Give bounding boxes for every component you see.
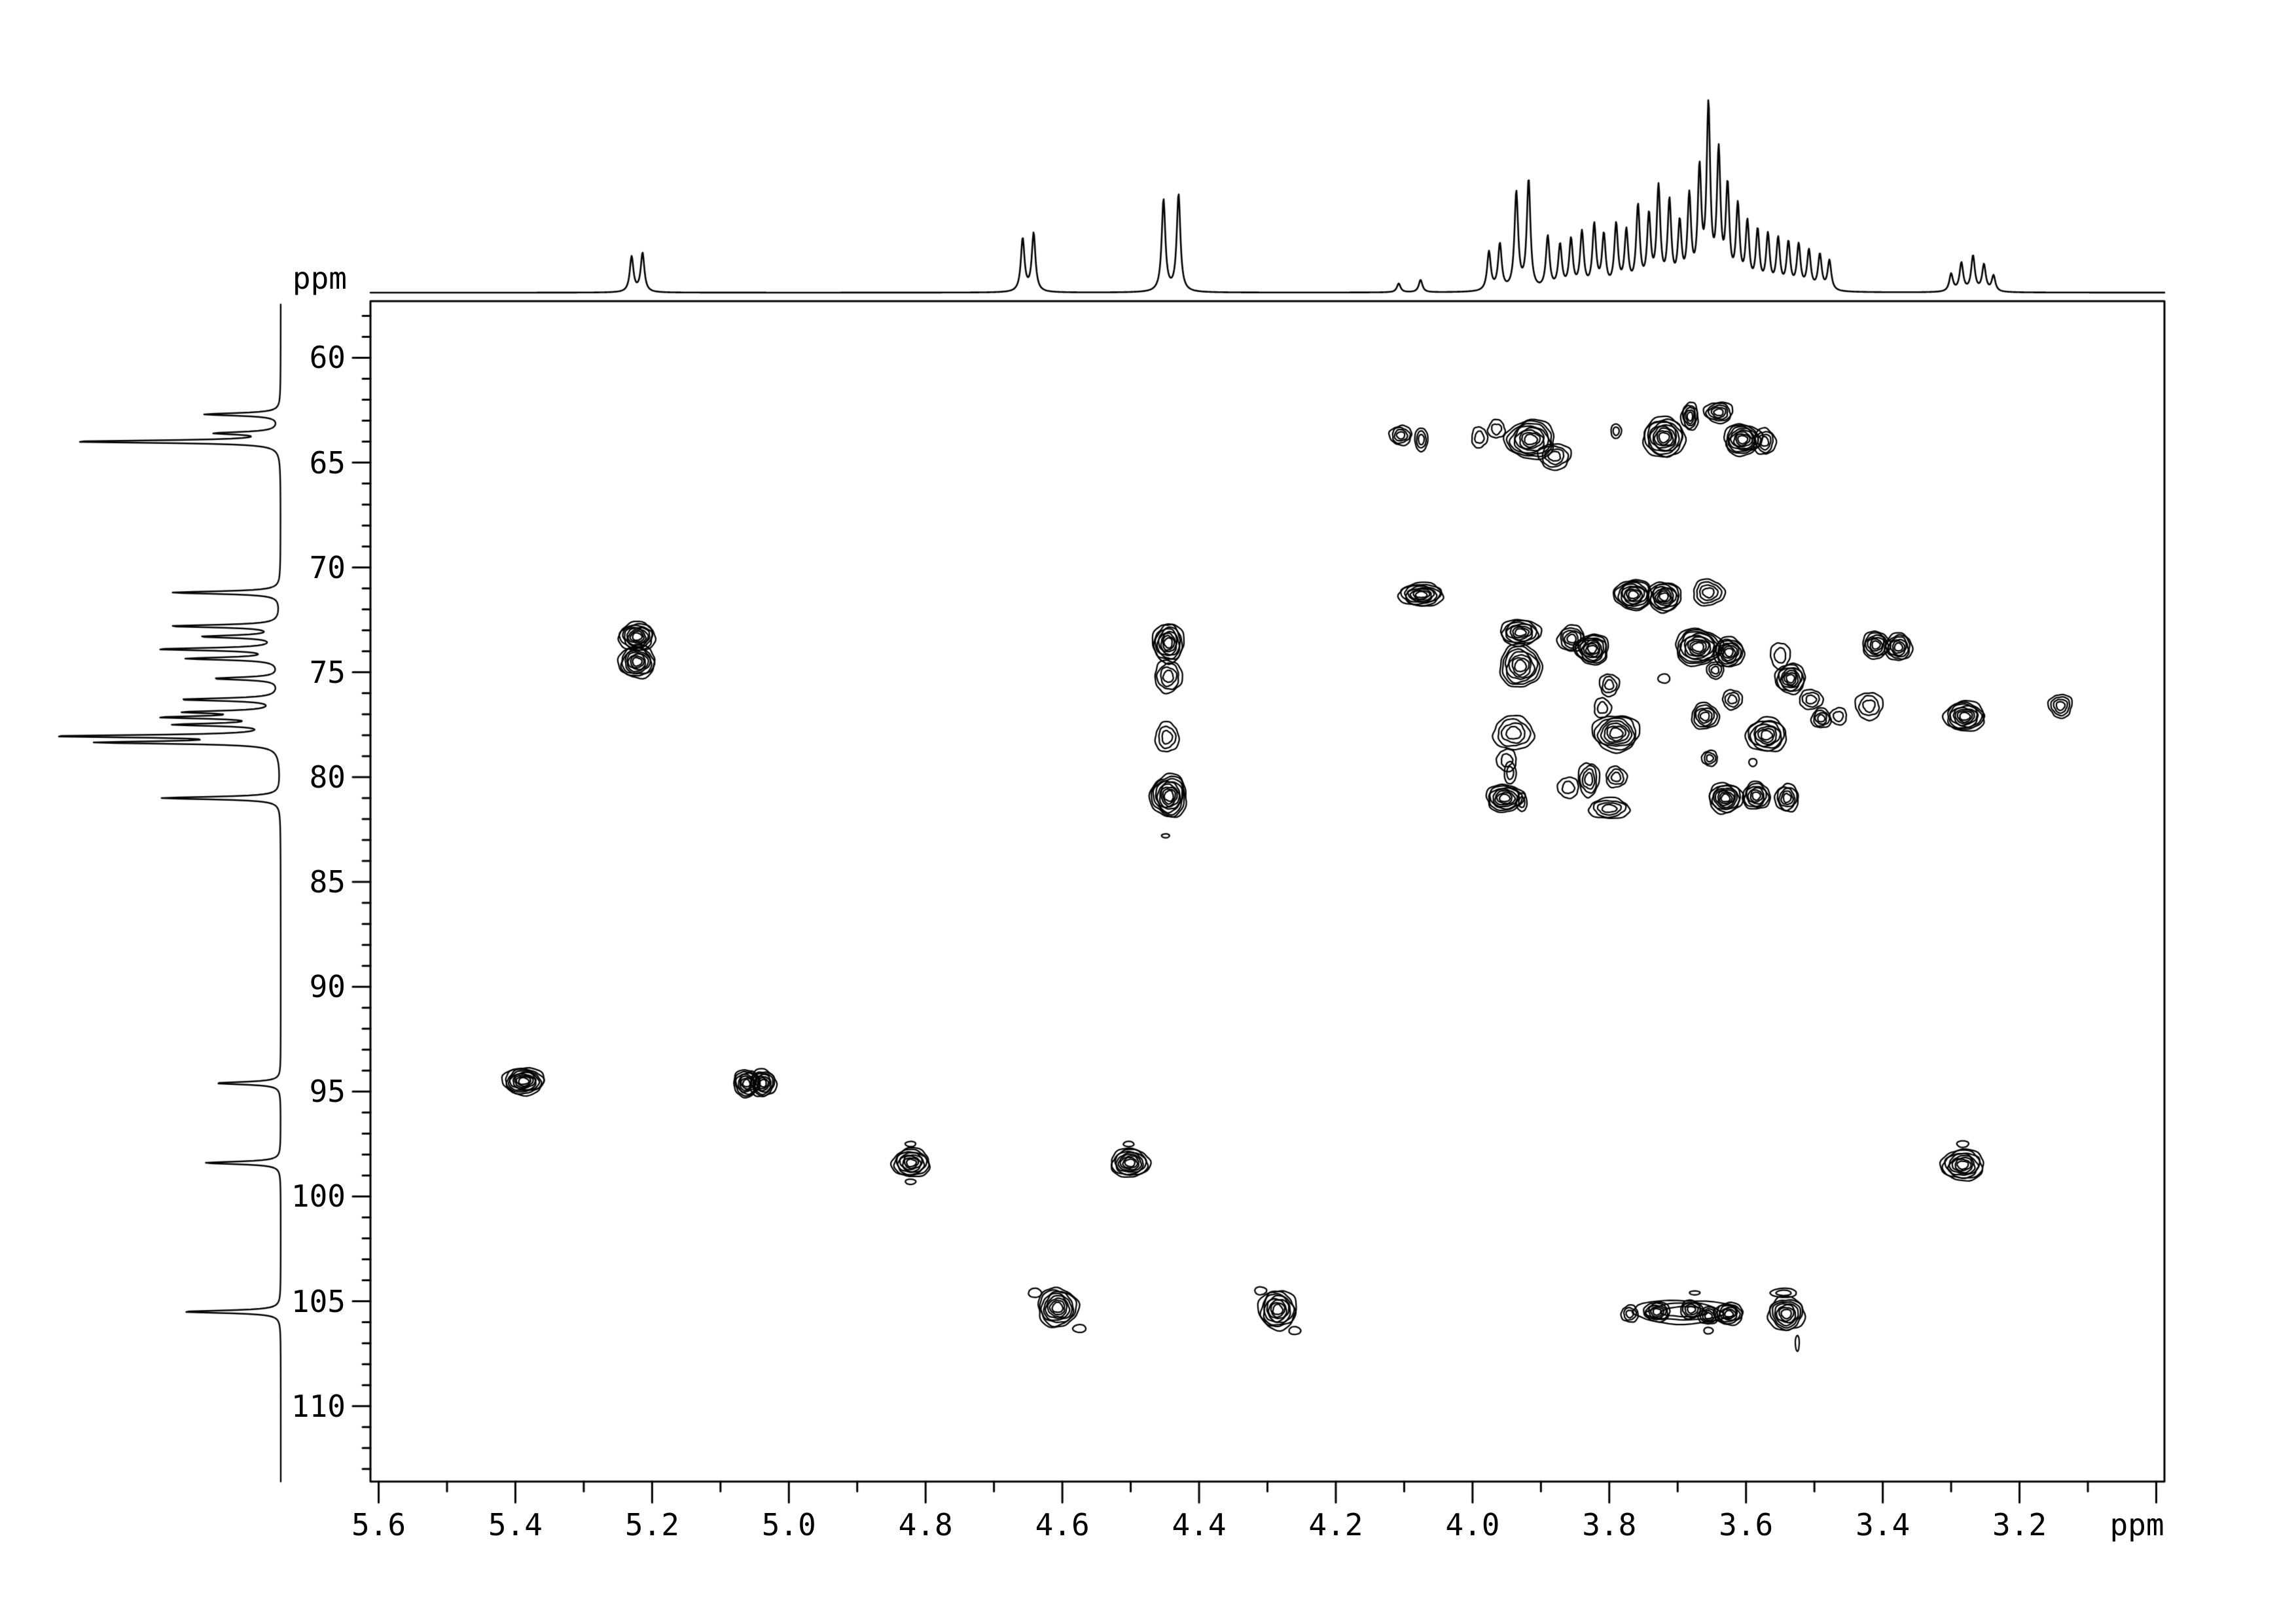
y-axis-tick-label: 110 (291, 1388, 346, 1424)
f2-axis-unit-label: ppm (2109, 1507, 2164, 1542)
x-axis-tick-label: 3.2 (1992, 1507, 2047, 1542)
x-axis-tick-label: 5.0 (761, 1507, 816, 1542)
y-axis-tick-label: 70 (309, 549, 346, 585)
y-axis-tick-label: 100 (291, 1178, 346, 1214)
y-axis-tick-label: 60 (309, 340, 346, 376)
x-axis-tick-label: 5.2 (624, 1507, 679, 1542)
x-axis-tick-label: 3.4 (1856, 1507, 1910, 1542)
f1-axis-unit-label: ppm (292, 261, 347, 296)
x-axis-tick-label: 5.6 (351, 1507, 406, 1542)
x-axis-tick-label: 4.4 (1172, 1507, 1227, 1542)
x-axis-tick-label: 4.0 (1445, 1507, 1500, 1542)
y-axis-tick-label: 80 (309, 759, 346, 795)
x-axis-tick-label: 4.6 (1035, 1507, 1090, 1542)
x-axis-tick-label: 4.8 (898, 1507, 953, 1542)
y-axis-tick-label: 65 (309, 445, 346, 481)
x-axis-tick-label: 3.8 (1582, 1507, 1637, 1542)
y-axis-tick-label: 75 (309, 654, 346, 690)
y-axis-tick-label: 105 (291, 1283, 346, 1319)
x-axis-tick-label: 3.6 (1719, 1507, 1774, 1542)
x-axis-tick-label: 4.2 (1308, 1507, 1363, 1542)
x-axis-tick-label: 5.4 (488, 1507, 543, 1542)
y-axis-tick-label: 90 (309, 969, 346, 1005)
y-axis-tick-label: 85 (309, 864, 346, 900)
y-axis-tick-label: 95 (309, 1074, 346, 1110)
